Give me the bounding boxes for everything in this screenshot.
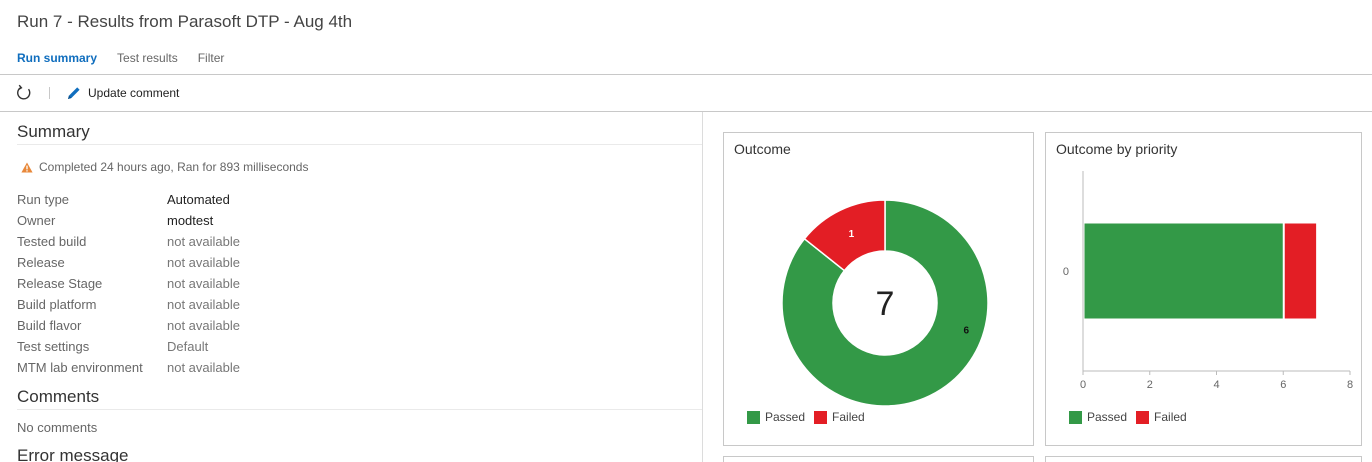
outcome-card-title: Outcome bbox=[734, 141, 791, 157]
donut-slice-failed[interactable] bbox=[803, 199, 886, 272]
property-row: Owner modtest bbox=[17, 210, 240, 231]
priority-card-title: Outcome by priority bbox=[1056, 141, 1178, 157]
error-message-heading: Error message bbox=[17, 446, 129, 462]
legend-label-failed: Failed bbox=[1154, 410, 1187, 424]
property-row: Build flavor not available bbox=[17, 315, 240, 336]
legend-swatch-failed bbox=[814, 410, 828, 424]
outcome-donut-chart: 6 1 7 bbox=[781, 199, 989, 407]
outcome-legend: Passed Failed bbox=[747, 410, 874, 424]
property-key: Build platform bbox=[17, 297, 97, 312]
property-value: not available bbox=[167, 297, 240, 312]
toolbar: Update comment bbox=[0, 75, 1372, 111]
property-key: Release bbox=[17, 255, 65, 270]
legend-swatch-passed bbox=[747, 410, 760, 424]
legend-label-passed: Passed bbox=[765, 410, 806, 424]
page-title: Run 7 - Results from Parasoft DTP - Aug … bbox=[17, 12, 353, 31]
summary-panel: Summary Completed 24 hours ago, Ran for … bbox=[0, 112, 703, 462]
legend-label-failed: Failed bbox=[832, 410, 865, 424]
legend-swatch-failed bbox=[1136, 410, 1150, 424]
property-row: Release Stage not available bbox=[17, 273, 240, 294]
outcome-by-priority-card: Outcome by priority 0 2 4 6 8 0 Passed Failed bbox=[1045, 132, 1362, 446]
legend-swatch-passed bbox=[1069, 410, 1082, 424]
tab-bar: Run summary Test results Filter bbox=[17, 51, 244, 65]
tab-test-results[interactable]: Test results bbox=[117, 51, 178, 65]
property-key: Tested build bbox=[17, 234, 87, 249]
property-row: Tested build not available bbox=[17, 231, 240, 252]
x-tick-label: 0 bbox=[1080, 379, 1086, 391]
run-properties: Run type Automated Owner modtest Tested bu… bbox=[17, 189, 240, 378]
property-key: Release Stage bbox=[17, 276, 103, 291]
summary-heading: Summary bbox=[17, 122, 90, 141]
property-key: Owner bbox=[17, 213, 56, 228]
x-tick-label: 6 bbox=[1280, 379, 1286, 391]
property-key: Build flavor bbox=[17, 318, 82, 333]
legend-item-passed[interactable]: Passed bbox=[1069, 410, 1127, 424]
x-tick-label: 2 bbox=[1147, 379, 1153, 391]
property-row: Test settings Default bbox=[17, 336, 240, 357]
property-value: Default bbox=[167, 339, 209, 354]
tab-filter[interactable]: Filter bbox=[197, 51, 225, 65]
property-value: not available bbox=[167, 318, 240, 333]
bar-segment-failed[interactable] bbox=[1283, 222, 1318, 320]
refresh-icon bbox=[17, 84, 31, 100]
toolbar-divider bbox=[0, 111, 1372, 112]
warning-icon bbox=[21, 162, 33, 172]
x-tick-label: 8 bbox=[1347, 379, 1353, 391]
comments-text: No comments bbox=[17, 420, 98, 435]
donut-slice-passed[interactable] bbox=[781, 199, 989, 407]
priority-legend: Passed Failed bbox=[1069, 410, 1196, 424]
legend-item-failed[interactable]: Failed bbox=[814, 410, 865, 424]
property-value: Automated bbox=[167, 192, 230, 207]
legend-item-passed[interactable]: Passed bbox=[747, 410, 805, 424]
donut-center-total: 7 bbox=[876, 285, 895, 323]
toolbar-separator bbox=[49, 87, 50, 99]
summary-divider bbox=[17, 144, 702, 145]
property-key: Test settings bbox=[17, 339, 90, 354]
refresh-button[interactable] bbox=[14, 83, 34, 103]
pencil-icon bbox=[68, 87, 80, 99]
bar-segment-passed[interactable] bbox=[1083, 222, 1284, 320]
property-value: not available bbox=[167, 360, 240, 375]
update-comment-label: Update comment bbox=[88, 86, 180, 100]
run-status-text: Completed 24 hours ago, Ran for 893 mill… bbox=[39, 160, 309, 174]
property-row: MTM lab environment not available bbox=[17, 357, 240, 378]
property-value: modtest bbox=[167, 213, 214, 228]
next-card-stub bbox=[1045, 456, 1362, 462]
property-value: not available bbox=[167, 234, 240, 249]
property-key: Run type bbox=[17, 192, 70, 207]
property-value: not available bbox=[167, 255, 240, 270]
comments-divider bbox=[17, 409, 702, 410]
property-row: Release not available bbox=[17, 252, 240, 273]
header-divider bbox=[0, 74, 1372, 75]
run-status: Completed 24 hours ago, Ran for 893 mill… bbox=[21, 160, 308, 174]
tab-run-summary[interactable]: Run summary bbox=[17, 51, 98, 65]
outcome-by-priority-chart: 0 2 4 6 8 0 bbox=[1063, 171, 1353, 391]
donut-data-label: 1 bbox=[849, 229, 855, 240]
property-value: not available bbox=[167, 276, 240, 291]
update-comment-button[interactable]: Update comment bbox=[66, 83, 179, 103]
y-tick-label: 0 bbox=[1063, 266, 1069, 278]
legend-label-passed: Passed bbox=[1087, 410, 1128, 424]
property-key: MTM lab environment bbox=[17, 360, 143, 375]
property-row: Run type Automated bbox=[17, 189, 240, 210]
next-card-stub bbox=[723, 456, 1034, 462]
x-tick-label: 4 bbox=[1213, 379, 1219, 391]
legend-item-failed[interactable]: Failed bbox=[1136, 410, 1187, 424]
comments-heading: Comments bbox=[17, 387, 100, 406]
donut-data-label: 6 bbox=[964, 325, 970, 336]
outcome-card: Outcome 6 1 7 Passed Failed bbox=[723, 132, 1034, 446]
property-row: Build platform not available bbox=[17, 294, 240, 315]
